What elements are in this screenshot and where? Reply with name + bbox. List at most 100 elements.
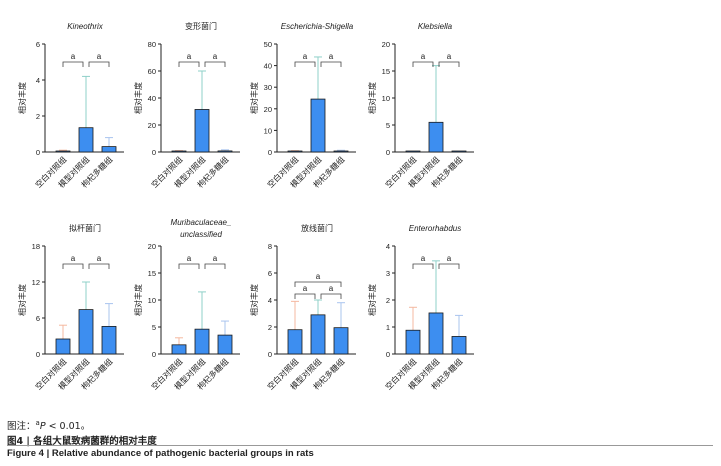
chart-4-significance-bracket — [438, 61, 460, 67]
chart-4-y-axis-label: 相对丰度 — [367, 82, 377, 114]
chart-4-y-tick-label: 15 — [382, 67, 390, 76]
chart-8-y-tick-label: 2 — [386, 296, 390, 305]
chart-7-bar-2 — [310, 314, 326, 355]
chart-7-y-tick-label: 0 — [268, 350, 272, 359]
chart-3-significance-bracket — [320, 61, 342, 67]
chart-7-y-tick-label: 6 — [268, 269, 272, 278]
chart-2-y-tick-label: 0 — [152, 148, 156, 157]
chart-3-title: Escherichia-Shigella — [281, 22, 354, 31]
figure-caption-en: Figure 4 | Relative abundance of pathoge… — [7, 448, 314, 459]
chart-1-significance-bracket — [62, 61, 84, 67]
chart-6-y-tick-label: 0 — [152, 350, 156, 359]
chart-3-bar-2 — [310, 98, 326, 153]
chart-5-bar-3 — [101, 325, 117, 355]
chart-7-y-tick-label: 2 — [268, 323, 272, 332]
chart-8-bar-1 — [405, 329, 421, 355]
chart-4-y-tick-label: 5 — [386, 121, 390, 130]
chart-7-significance-label: a — [303, 284, 308, 293]
chart-8-y-tick-label: 3 — [386, 269, 390, 278]
chart-8-significance-bracket — [438, 263, 460, 269]
chart-3-y-tick-label: 0 — [268, 148, 272, 157]
chart-3-significance-bracket — [294, 61, 316, 67]
chart-2-significance-bracket — [178, 61, 200, 67]
chart-7-bar-1 — [287, 329, 303, 355]
chart-4-bar-3 — [451, 150, 467, 153]
chart-7-significance-bracket — [294, 293, 316, 299]
chart-5-significance-label: a — [97, 254, 102, 263]
chart-6-bar-3 — [217, 334, 233, 355]
chart-5-y-tick-label: 6 — [36, 314, 40, 323]
chart-3-y-tick-label: 40 — [264, 62, 272, 71]
chart-6-bar-2 — [194, 328, 210, 355]
chart-1-bar-3 — [101, 146, 117, 153]
chart-5-significance-bracket — [62, 263, 84, 269]
chart-1-y-tick-label: 6 — [36, 40, 40, 49]
chart-3-y-tick-label: 20 — [264, 105, 272, 114]
chart-3-significance-label: a — [303, 52, 308, 61]
chart-4-y-tick-label: 20 — [382, 40, 390, 49]
chart-3-y-axis-label: 相对丰度 — [249, 82, 259, 114]
chart-2-significance-bracket — [204, 61, 226, 67]
chart-6-y-tick-label: 20 — [148, 242, 156, 251]
chart-8-y-axis-label: 相对丰度 — [367, 284, 377, 316]
chart-7-y-tick-label: 4 — [268, 296, 272, 305]
chart-4-bar-1 — [405, 150, 421, 153]
chart-5-y-tick-label: 12 — [32, 278, 40, 287]
chart-5-y-tick-label: 0 — [36, 350, 40, 359]
chart-2-y-tick-label: 60 — [148, 67, 156, 76]
figure-caption-cn: 图4 | 各组大鼠致病菌群的相对丰度 — [7, 436, 157, 447]
chart-1-bar-1 — [55, 150, 71, 153]
chart-3-significance-label: a — [329, 52, 334, 61]
chart-6-title: unclassified — [180, 230, 222, 239]
chart-7-significance-bracket — [320, 293, 342, 299]
chart-8-y-tick-label: 1 — [386, 323, 390, 332]
chart-6-bar-1 — [171, 344, 187, 355]
chart-6-significance-bracket — [178, 263, 200, 269]
chart-2-bar-2 — [194, 109, 210, 153]
chart-6-y-axis-label: 相对丰度 — [133, 284, 143, 316]
chart-1-significance-label: a — [97, 52, 102, 61]
chart-2-significance-label: a — [213, 52, 218, 61]
chart-8-significance-label: a — [447, 254, 452, 263]
chart-3-bar-1 — [287, 150, 303, 153]
chart-8-significance-label: a — [421, 254, 426, 263]
chart-4-y-tick-label: 10 — [382, 94, 390, 103]
chart-4-significance-bracket — [412, 61, 434, 67]
chart-2-bar-1 — [171, 150, 187, 153]
caption-divider — [7, 445, 713, 446]
chart-3-y-tick-label: 50 — [264, 40, 272, 49]
chart-2-bar-3 — [217, 150, 233, 153]
chart-4-title: Klebsiella — [418, 22, 453, 31]
chart-2-significance-label: a — [187, 52, 192, 61]
chart-2-y-tick-label: 20 — [148, 121, 156, 130]
chart-1-significance-bracket — [88, 61, 110, 67]
chart-8-y-tick-label: 0 — [386, 350, 390, 359]
chart-5-y-axis-label: 相对丰度 — [17, 284, 27, 316]
chart-7-bar-3 — [333, 327, 349, 355]
chart-7-significance-label: a — [316, 272, 321, 281]
chart-5-title: 拟杆菌门 — [69, 223, 101, 233]
chart-4-significance-label: a — [447, 52, 452, 61]
chart-3-bar-3 — [333, 150, 349, 153]
chart-2-y-tick-label: 80 — [148, 40, 156, 49]
chart-1-title: Kineothrix — [67, 22, 104, 31]
figure-note: 图注：aP < 0.01。 — [7, 418, 91, 432]
chart-8-bar-2 — [428, 312, 444, 355]
chart-7-title: 放线菌门 — [301, 223, 333, 233]
chart-8-title: Enterorhabdus — [409, 224, 461, 233]
chart-5-significance-bracket — [88, 263, 110, 269]
chart-6-significance-label: a — [187, 254, 192, 263]
chart-7-y-axis-label: 相对丰度 — [249, 284, 259, 316]
chart-1-significance-label: a — [71, 52, 76, 61]
chart-5-bar-1 — [55, 338, 71, 355]
chart-3-y-tick-label: 10 — [264, 126, 272, 135]
chart-2-title: 变形菌门 — [185, 21, 217, 31]
chart-6-significance-bracket — [204, 263, 226, 269]
chart-2-y-axis-label: 相对丰度 — [133, 82, 143, 114]
chart-7-y-tick-label: 8 — [268, 242, 272, 251]
chart-4-y-tick-label: 0 — [386, 148, 390, 157]
chart-6-title: Muribaculaceae_ — [171, 218, 232, 227]
chart-1-y-tick-label: 2 — [36, 112, 40, 121]
chart-8-y-tick-label: 4 — [386, 242, 390, 251]
